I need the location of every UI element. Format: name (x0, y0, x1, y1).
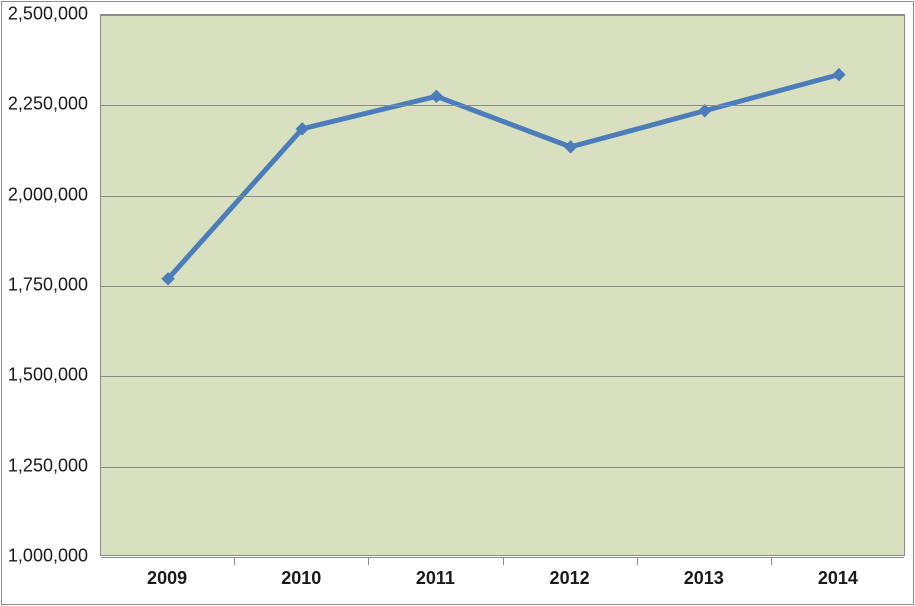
x-tick-mark (771, 557, 772, 565)
y-tick-label: 2,500,000 (0, 4, 88, 25)
y-gridline (101, 15, 904, 16)
y-gridline (101, 467, 904, 468)
y-gridline (101, 105, 904, 106)
chart-container: 1,000,000 1,250,000 1,500,000 1,750,000 2,00… (0, 0, 915, 606)
data-marker (833, 69, 845, 81)
y-tick-label: 1,750,000 (0, 275, 88, 296)
y-gridline (101, 376, 904, 377)
x-tick-label: 2012 (550, 568, 590, 589)
y-gridline (101, 286, 904, 287)
y-tick-label: 2,250,000 (0, 94, 88, 115)
x-tick-label: 2009 (147, 568, 187, 589)
x-tick-label: 2010 (281, 568, 321, 589)
y-gridline (101, 196, 904, 197)
x-tick-mark (637, 557, 638, 565)
y-tick-label: 1,000,000 (0, 546, 88, 567)
y-tick-label: 1,250,000 (0, 455, 88, 476)
data-marker (699, 105, 711, 117)
x-tick-mark (503, 557, 504, 565)
x-tick-mark (234, 557, 235, 565)
y-tick-label: 1,500,000 (0, 365, 88, 386)
plot-area (100, 14, 905, 556)
x-tick-label: 2013 (684, 568, 724, 589)
x-tick-label: 2011 (416, 568, 455, 589)
x-tick-mark (368, 557, 369, 565)
x-tick-label: 2014 (818, 568, 858, 589)
y-tick-label: 2,000,000 (0, 184, 88, 205)
